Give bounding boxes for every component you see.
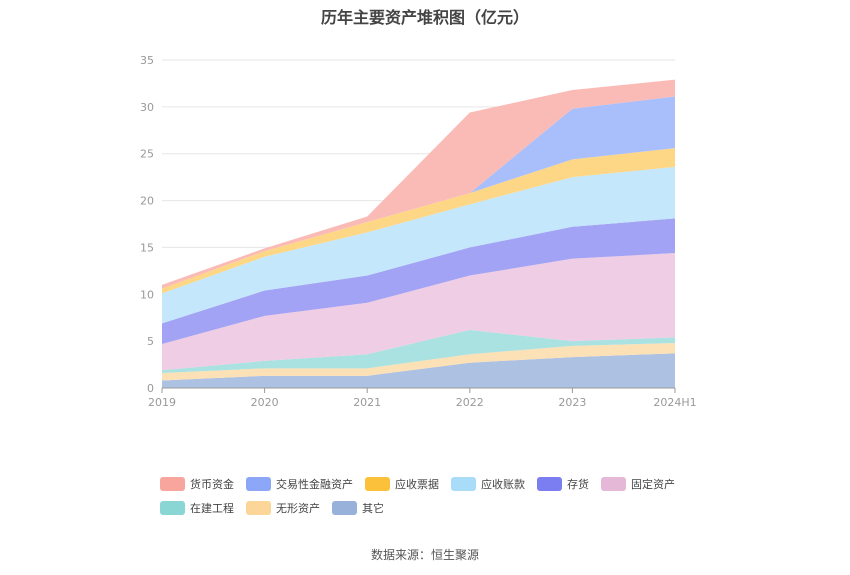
area-series-存货 xyxy=(162,218,675,344)
area-series-货币资金 xyxy=(162,79,675,289)
area-series-应收票据 xyxy=(162,148,675,294)
y-tick-label: 5 xyxy=(147,335,154,348)
y-tick-label: 10 xyxy=(140,288,154,301)
legend-label: 固定资产 xyxy=(631,478,675,491)
legend-swatch xyxy=(332,501,357,515)
legend-label: 在建工程 xyxy=(190,502,234,515)
y-tick-label: 15 xyxy=(140,241,154,254)
y-tick-label: 25 xyxy=(140,148,154,161)
area-series-无形资产 xyxy=(162,343,675,381)
stacked-area-chart: 0 5 10 15 20 25 30 35 2019 2020 2021 2022 2023 2024H1 xyxy=(140,54,697,409)
legend-item[interactable]: 货币资金 xyxy=(160,476,234,492)
y-tick-label: 20 xyxy=(140,195,154,208)
legend-row: 货币资金 交易性金融资产 应收票据 应收账款 存货 固定资产 xyxy=(160,472,720,496)
legend-item[interactable]: 存货 xyxy=(537,476,589,492)
axes: 0 5 10 15 20 25 30 35 2019 2020 2021 2022 2023 2024H1 xyxy=(140,54,697,409)
legend-label: 交易性金融资产 xyxy=(276,478,353,491)
legend-swatch xyxy=(246,477,271,491)
chart-title: 历年主要资产堆积图（亿元） xyxy=(320,8,529,27)
legend-item[interactable]: 其它 xyxy=(332,500,384,516)
x-tick-label: 2022 xyxy=(456,396,484,409)
x-tick-label: 2023 xyxy=(558,396,586,409)
legend-swatch xyxy=(160,477,185,491)
legend-label: 货币资金 xyxy=(190,478,234,491)
legend-item[interactable]: 应收账款 xyxy=(451,476,525,492)
legend-label: 应收票据 xyxy=(395,478,439,491)
legend-item[interactable]: 固定资产 xyxy=(601,476,675,492)
legend-label: 其它 xyxy=(362,502,384,515)
area-series-应收账款 xyxy=(162,166,675,324)
area-series-在建工程 xyxy=(162,329,675,374)
legend-item[interactable]: 在建工程 xyxy=(160,500,234,516)
legend-swatch xyxy=(160,501,185,515)
legend-label: 存货 xyxy=(567,478,589,491)
y-tick-label: 35 xyxy=(140,54,154,67)
x-tick-label: 2024H1 xyxy=(653,396,696,409)
area-series-固定资产 xyxy=(162,253,675,371)
y-tick-label: 0 xyxy=(147,382,154,395)
legend: 货币资金 交易性金融资产 应收票据 应收账款 存货 固定资产 在建工程 无形资产 其它 xyxy=(160,472,720,520)
x-tick-label: 2019 xyxy=(148,396,176,409)
legend-item[interactable]: 无形资产 xyxy=(246,500,320,516)
area-series-其它 xyxy=(162,353,675,388)
legend-item[interactable]: 应收票据 xyxy=(365,476,439,492)
legend-swatch xyxy=(451,477,476,491)
legend-swatch xyxy=(246,501,271,515)
x-tick-label: 2020 xyxy=(251,396,279,409)
legend-item[interactable]: 交易性金融资产 xyxy=(246,476,353,492)
legend-label: 无形资产 xyxy=(276,502,320,515)
area-series-交易性金融资产 xyxy=(162,96,675,289)
legend-swatch xyxy=(601,477,626,491)
x-tick-label: 2021 xyxy=(353,396,381,409)
legend-swatch xyxy=(365,477,390,491)
legend-row: 在建工程 无形资产 其它 xyxy=(160,496,720,520)
legend-label: 应收账款 xyxy=(481,478,525,491)
legend-swatch xyxy=(537,477,562,491)
data-source: 数据来源：恒生聚源 xyxy=(370,548,479,562)
y-tick-label: 30 xyxy=(140,101,154,114)
area-layers xyxy=(162,79,675,388)
